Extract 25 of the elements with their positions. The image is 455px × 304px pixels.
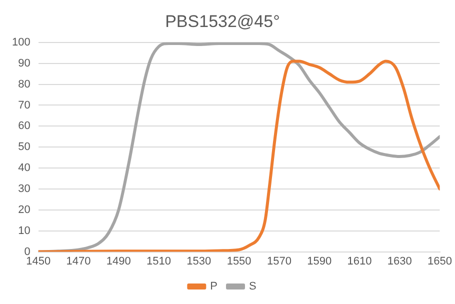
y-tick-label: 60 xyxy=(18,120,30,132)
x-tick-label: 1550 xyxy=(226,255,252,268)
x-tick-label: 1650 xyxy=(428,255,452,268)
legend-label: P xyxy=(210,280,218,293)
y-tick-label: 80 xyxy=(18,78,30,90)
chart-title: PBS1532@45° xyxy=(165,12,280,31)
y-tick-label: 30 xyxy=(18,183,30,196)
y-tick-label: 70 xyxy=(18,99,30,112)
y-tick-label: 10 xyxy=(18,224,30,237)
legend-label: S xyxy=(249,280,256,293)
x-tick-label: 1630 xyxy=(387,255,412,268)
y-tick-label: 0 xyxy=(24,246,30,258)
x-tick-label: 1590 xyxy=(307,255,332,268)
y-tick-label: 90 xyxy=(18,57,30,70)
x-tick-label: 1610 xyxy=(347,255,372,268)
x-tick-label: 1450 xyxy=(26,255,51,268)
x-tick-label: 1470 xyxy=(66,255,91,268)
y-tick-label: 100 xyxy=(12,36,30,48)
y-tick-label: 50 xyxy=(18,141,30,154)
y-tick-label: 40 xyxy=(18,162,30,174)
y-tick-label: 20 xyxy=(18,204,30,216)
x-tick-label: 1490 xyxy=(106,255,131,268)
x-tick-label: 1510 xyxy=(146,255,172,268)
x-tick-label: 1530 xyxy=(186,255,212,268)
x-tick-label: 1570 xyxy=(266,255,292,268)
